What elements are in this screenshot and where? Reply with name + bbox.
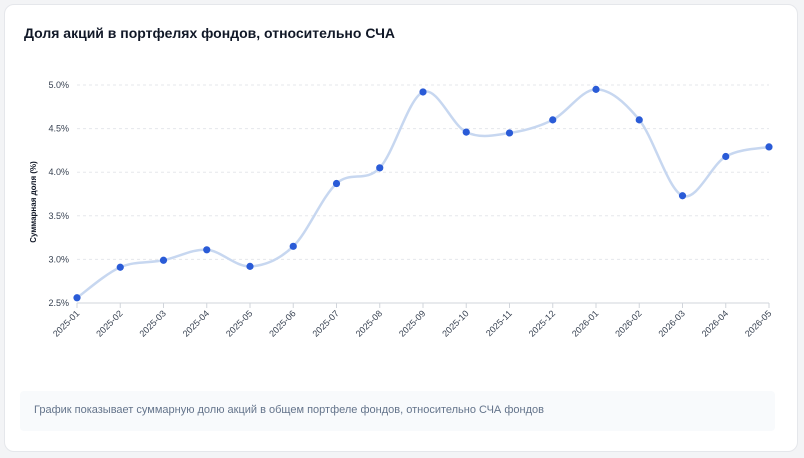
x-tick-label: 2025-12: [527, 308, 557, 338]
data-point: [73, 294, 81, 302]
x-tick-label: 2026-04: [700, 308, 730, 338]
x-tick-label: 2026-01: [570, 308, 600, 338]
data-point: [505, 129, 514, 137]
x-tick-label: 2025-04: [181, 308, 211, 338]
data-point: [592, 85, 600, 93]
x-tick-label: 2025-10: [440, 308, 470, 338]
x-tick-label: 2025-06: [267, 308, 297, 338]
series-line: [76, 88, 770, 299]
x-tick-label: 2025-09: [397, 308, 427, 338]
data-point: [376, 164, 384, 172]
x-tick-label: 2025-07: [310, 308, 340, 338]
chart-card: Доля акций в портфелях фондов, относител…: [4, 4, 798, 452]
x-tick-label: 2026-05: [743, 308, 773, 338]
x-tick-label: 2025-11: [484, 308, 514, 338]
data-point: [159, 256, 168, 264]
y-tick-label: 4.5%: [48, 124, 69, 134]
data-point: [289, 242, 297, 250]
data-point: [246, 262, 254, 270]
y-tick-label: 3.0%: [48, 254, 69, 264]
data-point: [419, 88, 427, 96]
y-tick-label: 5.0%: [48, 80, 69, 90]
x-tick-label: 2026-02: [613, 308, 643, 338]
x-tick-label: 2025-01: [51, 308, 81, 338]
y-tick-label: 2.5%: [48, 298, 69, 308]
x-tick-label: 2025-08: [354, 308, 384, 338]
data-point: [678, 192, 687, 200]
y-axis-title: Суммарная доля (%): [29, 161, 38, 243]
x-tick-label: 2025-05: [224, 308, 254, 338]
x-tick-label: 2026-03: [656, 308, 686, 338]
data-point: [116, 263, 124, 271]
y-tick-label: 3.5%: [48, 211, 69, 221]
chart-description: График показывает суммарную долю акций в…: [20, 391, 775, 431]
x-tick-label: 2025-02: [94, 308, 124, 338]
data-point: [549, 116, 557, 124]
data-point: [765, 143, 773, 151]
y-tick-label: 4.0%: [48, 167, 69, 177]
data-point: [722, 152, 730, 161]
x-tick-label: 2025-03: [137, 308, 167, 338]
data-point: [332, 179, 341, 188]
data-point: [203, 246, 211, 254]
chart-title: Доля акций в портфелях фондов, относител…: [24, 25, 396, 41]
data-point: [635, 116, 643, 124]
data-point: [462, 128, 470, 136]
